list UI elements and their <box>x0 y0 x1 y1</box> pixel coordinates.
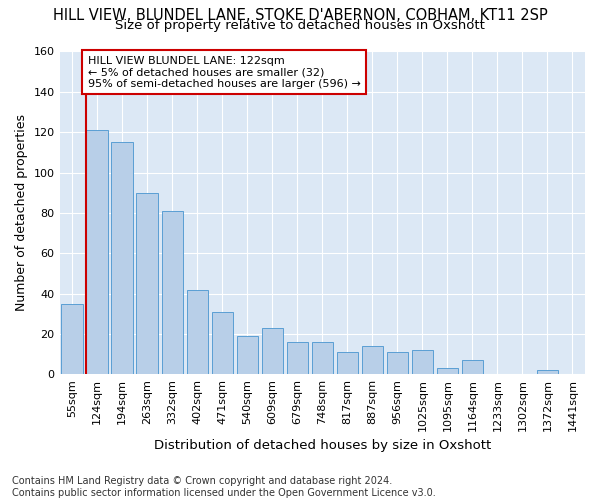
Bar <box>337 352 358 374</box>
Bar <box>236 336 258 374</box>
Text: HILL VIEW, BLUNDEL LANE, STOKE D'ABERNON, COBHAM, KT11 2SP: HILL VIEW, BLUNDEL LANE, STOKE D'ABERNON… <box>53 8 547 22</box>
Bar <box>136 192 158 374</box>
Bar <box>537 370 558 374</box>
Bar <box>86 130 108 374</box>
Bar <box>362 346 383 374</box>
X-axis label: Distribution of detached houses by size in Oxshott: Distribution of detached houses by size … <box>154 440 491 452</box>
Text: Contains HM Land Registry data © Crown copyright and database right 2024.
Contai: Contains HM Land Registry data © Crown c… <box>12 476 436 498</box>
Bar <box>287 342 308 374</box>
Bar <box>112 142 133 374</box>
Bar <box>412 350 433 374</box>
Bar <box>212 312 233 374</box>
Bar <box>187 290 208 374</box>
Bar <box>387 352 408 374</box>
Bar <box>311 342 333 374</box>
Text: Size of property relative to detached houses in Oxshott: Size of property relative to detached ho… <box>115 19 485 32</box>
Bar <box>462 360 483 374</box>
Bar <box>437 368 458 374</box>
Text: HILL VIEW BLUNDEL LANE: 122sqm
← 5% of detached houses are smaller (32)
95% of s: HILL VIEW BLUNDEL LANE: 122sqm ← 5% of d… <box>88 56 361 88</box>
Bar <box>61 304 83 374</box>
Y-axis label: Number of detached properties: Number of detached properties <box>15 114 28 312</box>
Bar <box>161 211 183 374</box>
Bar <box>262 328 283 374</box>
